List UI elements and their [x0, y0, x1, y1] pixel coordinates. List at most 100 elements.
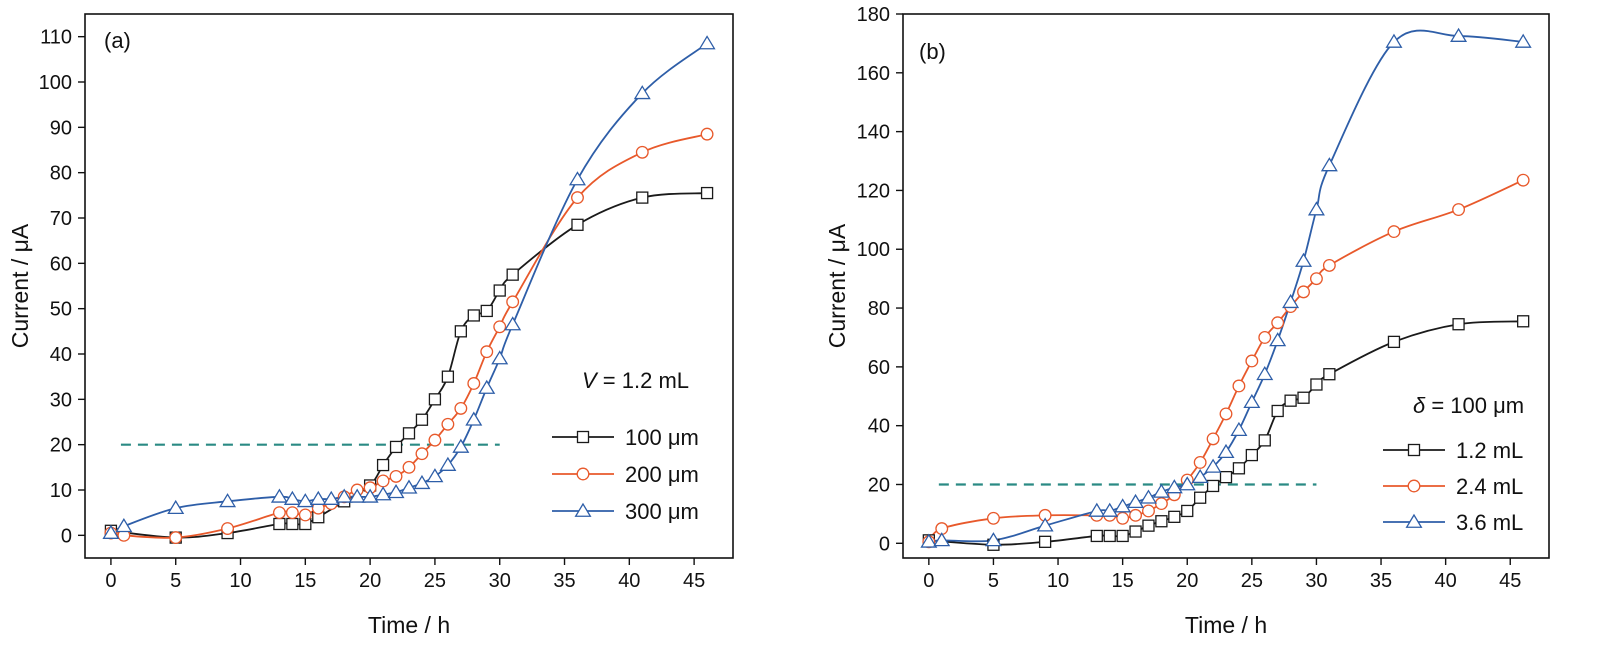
legend-marker-1 [576, 467, 590, 481]
legend-title-symbol: δ [1413, 393, 1426, 418]
x-tick-label: 10 [1047, 570, 1069, 592]
x-axis-title: Time / h [368, 612, 450, 638]
x-tick-label: 45 [683, 570, 705, 592]
data-point [1155, 515, 1168, 528]
x-tick-label: 0 [105, 570, 116, 592]
data-point [441, 417, 455, 431]
data-point [1320, 157, 1338, 172]
data-point [285, 506, 299, 520]
data-point [221, 522, 235, 535]
data-point [1232, 379, 1246, 393]
data-point [454, 325, 467, 338]
data-point [102, 524, 120, 539]
legend-label-2: 300 μm [625, 499, 699, 524]
data-point [504, 316, 522, 331]
data-point [986, 511, 1000, 525]
data-point [272, 506, 286, 520]
data-point [1219, 407, 1233, 421]
legend-label-1: 2.4 mL [1456, 474, 1523, 499]
data-point [273, 517, 286, 531]
data-point [115, 518, 133, 533]
data-point [984, 532, 1002, 547]
data-point [465, 411, 483, 426]
data-point [1168, 510, 1181, 523]
x-tick-label: 40 [1435, 570, 1457, 592]
y-tick-label: 50 [50, 299, 72, 321]
data-point [335, 488, 353, 503]
data-point [1154, 497, 1168, 511]
y-tick-label: 100 [857, 239, 890, 261]
y-tick-label: 60 [868, 357, 890, 379]
data-point [1297, 391, 1310, 404]
data-point [298, 508, 312, 522]
data-point [1295, 252, 1313, 267]
data-point [1452, 203, 1466, 216]
legend-label-2: 3.6 mL [1456, 510, 1523, 535]
data-point [374, 486, 392, 501]
data-point [1450, 27, 1468, 42]
data-point [1516, 173, 1530, 187]
data-point [270, 488, 288, 503]
legend-marker-2 [574, 502, 592, 517]
data-point [467, 309, 480, 322]
data-point [402, 460, 416, 474]
data-point [1517, 315, 1530, 328]
data-point [426, 468, 444, 483]
data-point [1116, 529, 1129, 543]
x-tick-label: 10 [229, 570, 251, 592]
x-tick-label: 30 [1305, 570, 1327, 592]
data-point [1271, 404, 1284, 418]
y-tick-label: 80 [50, 163, 72, 185]
y-tick-label: 80 [868, 298, 890, 320]
series-line-1 [928, 179, 1524, 543]
data-point [1323, 368, 1336, 381]
legend-title-value: = 100 μm [1425, 393, 1524, 418]
legend-label-0: 100 μm [625, 425, 699, 450]
data-point [376, 458, 390, 472]
data-point [167, 499, 185, 515]
data-point [491, 350, 509, 365]
data-point [467, 377, 481, 390]
legend-label-1: 200 μm [625, 462, 699, 487]
y-tick-label: 0 [879, 533, 890, 555]
data-point [571, 191, 584, 205]
y-tick-label: 70 [50, 208, 72, 230]
data-point [389, 469, 403, 483]
y-tick-label: 160 [857, 63, 890, 85]
data-point [568, 171, 586, 186]
data-point [1271, 316, 1285, 330]
legend-title-value: = 1.2 mL [597, 368, 689, 393]
data-point [1387, 335, 1401, 349]
data-point [633, 85, 651, 100]
data-point [700, 186, 714, 200]
data-point [454, 401, 468, 415]
panel-label: (b) [919, 39, 946, 64]
data-point [1307, 201, 1325, 216]
data-point [1178, 476, 1196, 491]
data-point [439, 456, 457, 471]
data-point [636, 191, 649, 204]
data-point [1090, 529, 1103, 543]
data-point [1206, 479, 1220, 493]
data-point [219, 493, 237, 508]
data-point [1088, 502, 1106, 517]
y-axis-title: Current / μA [824, 223, 850, 348]
x-tick-label: 25 [424, 570, 446, 592]
data-point [920, 533, 938, 548]
x-tick-label: 0 [923, 570, 934, 592]
legend-marker-2 [1405, 513, 1423, 528]
series-line-2 [110, 42, 708, 534]
legend-marker-1 [1407, 479, 1421, 493]
data-point [1194, 491, 1207, 504]
data-point [1243, 393, 1261, 409]
panel-label: (a) [104, 28, 131, 53]
data-point [322, 490, 340, 505]
data-point [1038, 535, 1052, 548]
data-point [389, 440, 403, 454]
y-tick-label: 40 [868, 416, 890, 438]
y-tick-label: 140 [857, 122, 890, 144]
data-point [1322, 258, 1336, 272]
data-point [493, 284, 506, 297]
data-point [1230, 421, 1248, 436]
data-point [428, 393, 442, 406]
